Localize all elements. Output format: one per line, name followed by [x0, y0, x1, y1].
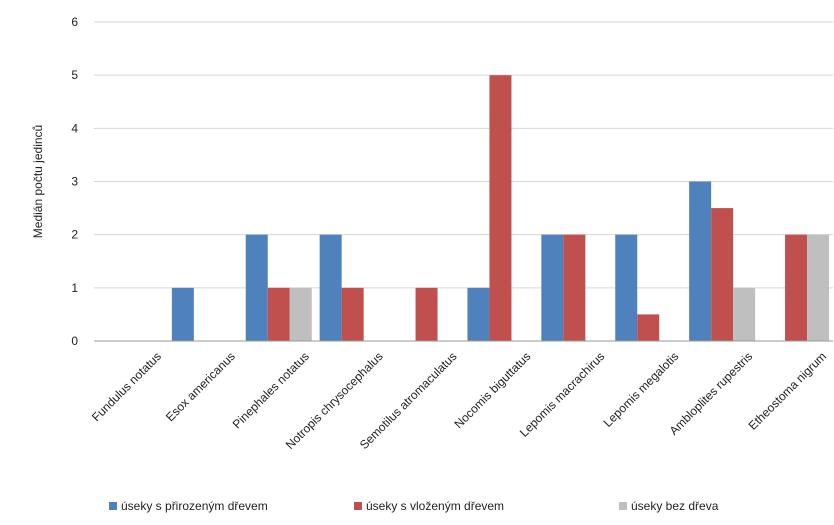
bar-1-4 [319, 234, 342, 341]
bar-2-7 [563, 234, 586, 341]
legend-label-3: úseky bez dřeva [631, 499, 719, 513]
y-tick-label: 6 [71, 15, 78, 29]
bar-2-5 [415, 287, 438, 341]
bar-1-8 [615, 234, 638, 341]
bar-2-9 [711, 208, 734, 341]
y-axis-ticks: 0 1 2 3 4 5 6 [71, 15, 78, 348]
bar-1-7 [541, 234, 564, 341]
bar-1-2 [171, 287, 194, 341]
y-tick-label: 4 [71, 121, 78, 135]
bar-3-3 [289, 287, 312, 341]
x-category-label: Nocomis biguttatus [451, 349, 533, 431]
x-category-label: Esox americanus [163, 349, 238, 424]
bar-3-10 [807, 234, 830, 341]
x-category-label: Lepomis macrachirus [517, 349, 608, 440]
x-category-label: Fundulus notatus [89, 349, 164, 424]
y-axis-title: Medián počtu jedinců [31, 125, 45, 238]
y-tick-label: 5 [71, 68, 78, 82]
bar-2-8 [637, 314, 660, 341]
bar-1-6 [467, 287, 490, 341]
bar-1-9 [689, 181, 712, 341]
legend-label-2: úseky s vloženým dřevem [366, 499, 504, 513]
y-tick-label: 2 [71, 228, 78, 242]
bar-2-4 [341, 287, 364, 341]
x-category-label: Ambloplites rupestris [667, 349, 756, 438]
bars [171, 75, 830, 342]
x-category-label: Lepomis megalotis [601, 349, 682, 430]
legend-swatch-1 [109, 502, 117, 510]
y-tick-label: 3 [71, 175, 78, 189]
y-tick-label: 1 [71, 281, 78, 295]
bar-2-10 [785, 234, 808, 341]
legend-swatch-3 [619, 502, 627, 510]
bar-3-9 [733, 287, 756, 341]
x-category-label: Etheostoma nigrum [746, 349, 829, 432]
bar-2-6 [489, 75, 512, 342]
legend: úseky s přirozeným dřevem úseky s vložený… [109, 499, 719, 513]
y-tick-label: 0 [71, 334, 78, 348]
x-category-label: Pinephales notatus [230, 349, 312, 431]
bar-2-3 [267, 287, 290, 341]
legend-swatch-2 [354, 502, 362, 510]
bar-1-3 [245, 234, 268, 341]
legend-label-1: úseky s přirozeným dřevem [121, 499, 268, 513]
